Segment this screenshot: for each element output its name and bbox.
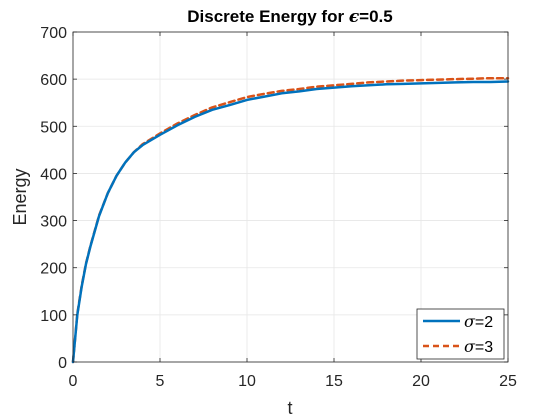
plot-area [73,32,508,362]
chart-title-suffix: =0.5 [359,7,393,26]
legend-label-sigma-2: σ=2 [464,312,493,331]
y-axis-label: Energy [10,168,30,225]
y-tick-label: 600 [40,72,67,89]
axis-ticks [72,31,509,363]
legend-box [416,308,505,360]
x-tick-label: 15 [325,373,343,390]
x-tick-label: 25 [499,373,517,390]
y-tick-label: 500 [40,119,67,136]
y-tick-label: 200 [40,261,67,278]
plot-frame [72,31,509,363]
y-tick-label: 300 [40,214,67,231]
x-tick-label: 0 [69,373,78,390]
sigma-symbol: σ [464,312,476,331]
epsilon-symbol: ϵ [349,7,360,27]
x-tick-label: 5 [156,373,165,390]
series-line-sigma-2 [71,80,510,364]
legend-label-sigma-3: σ=3 [464,337,493,356]
tick-labels: 0 5 10 15 20 25 0 100 200 300 400 500 600 700 [40,25,517,390]
y-tick-label: 0 [58,355,67,372]
legend: σ=2 σ=3 [416,308,505,360]
y-tick-label: 400 [40,166,67,183]
x-tick-label: 10 [238,373,256,390]
chart-title-prefix: Discrete Energy for [187,7,349,26]
y-tick-label: 100 [40,308,67,325]
series-layer [71,76,510,364]
sigma-symbol: σ [464,337,476,356]
x-tick-label: 20 [412,373,430,390]
x-axis-label: t [287,398,292,418]
y-tick-label: 700 [40,25,67,42]
chart-title: Discrete Energy for ϵ=0.5 [187,7,392,27]
